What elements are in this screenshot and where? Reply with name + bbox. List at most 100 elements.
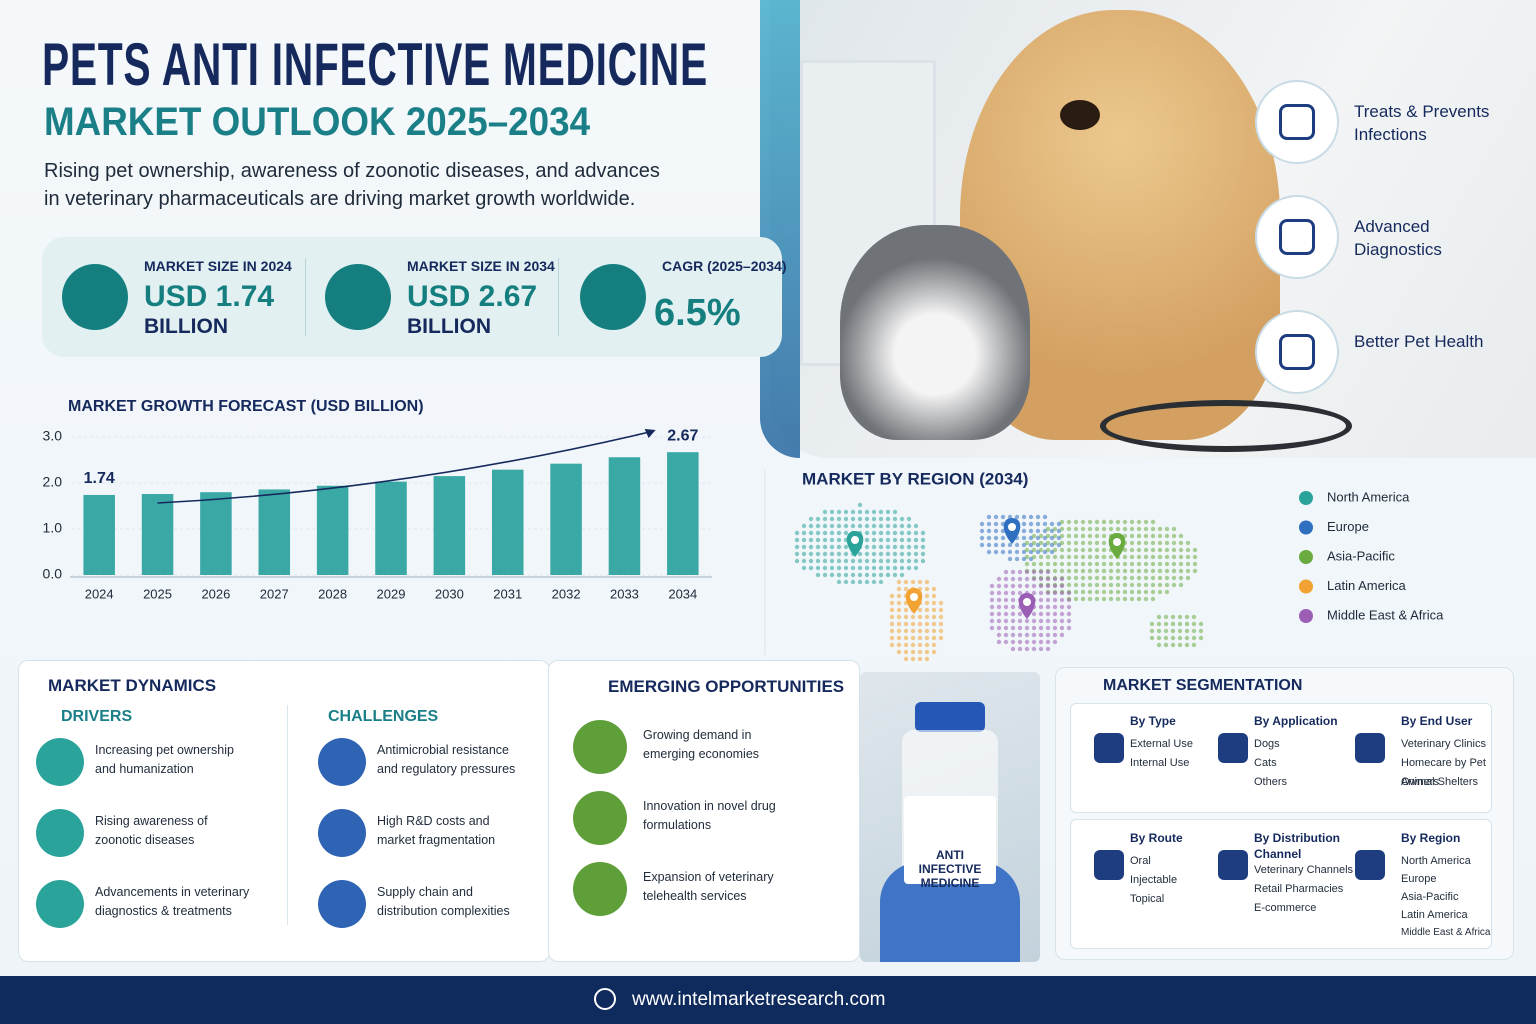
map-dot [1045, 569, 1051, 575]
item-text: Antimicrobial resistance and regulatory … [377, 743, 516, 776]
map-dot [989, 618, 995, 624]
map-dot [1042, 535, 1048, 541]
map-dot [1101, 561, 1107, 567]
stat-value: USD 2.67 [407, 280, 538, 313]
map-dot [857, 565, 863, 571]
map-dot [1164, 582, 1170, 588]
map-dot [889, 593, 895, 599]
map-dot [1087, 540, 1093, 546]
map-dot [1171, 547, 1177, 553]
map-dot [924, 579, 930, 585]
seg-item: Oral [1130, 855, 1151, 867]
map-dot [1038, 611, 1044, 617]
map-dot [986, 521, 992, 527]
map-dot [1017, 618, 1023, 624]
bar [200, 492, 232, 575]
map-dot [822, 551, 828, 557]
map-dot [1042, 542, 1048, 548]
map-dot [1157, 575, 1163, 581]
map-dot [910, 656, 916, 662]
map-dot [1094, 589, 1100, 595]
map-dot [903, 593, 909, 599]
map-dot [906, 523, 912, 529]
map-dot [1059, 618, 1065, 624]
benefit-icon-core [1279, 219, 1315, 255]
map-dot [1066, 526, 1072, 532]
benefit-icon-core [1279, 104, 1315, 140]
map-dot [1003, 590, 1009, 596]
map-dot [899, 565, 905, 571]
map-dot [1024, 625, 1030, 631]
map-dot [993, 521, 999, 527]
map-dot [794, 544, 800, 550]
map-dot [917, 621, 923, 627]
map-dot [878, 544, 884, 550]
map-dot [1017, 569, 1023, 575]
map-dot [1115, 533, 1121, 539]
map-dot [924, 600, 930, 606]
map-dot [1031, 533, 1037, 539]
map-dot [1052, 618, 1058, 624]
map-dot [829, 516, 835, 522]
map-dot [1143, 547, 1149, 553]
map-dot [913, 551, 919, 557]
map-dot [871, 565, 877, 571]
map-dot [1017, 632, 1023, 638]
map-dot [1150, 589, 1156, 595]
map-dot [1003, 583, 1009, 589]
map-dot [903, 586, 909, 592]
map-dot [1136, 547, 1142, 553]
item-icon [573, 720, 627, 774]
seg-item: Asia-Pacific [1401, 891, 1459, 903]
map-dot [1073, 596, 1079, 602]
map-dot [1192, 561, 1198, 567]
map-dot [1080, 582, 1086, 588]
map-dot [1108, 561, 1114, 567]
map-dot [1038, 597, 1044, 603]
map-dot [1049, 528, 1055, 534]
map-dot [864, 530, 870, 536]
map-dot [871, 509, 877, 515]
map-dot [1038, 561, 1044, 567]
map-dot [1045, 590, 1051, 596]
map-dot [1143, 561, 1149, 567]
bar [258, 489, 291, 575]
map-dot [896, 579, 902, 585]
stat-unit: BILLION [144, 315, 228, 338]
map-dot [913, 530, 919, 536]
map-dot [924, 607, 930, 613]
map-dot [850, 537, 856, 543]
map-dot [1038, 533, 1044, 539]
map-dot [899, 558, 905, 564]
seg-item: Latin America [1401, 909, 1468, 921]
map-dot [1045, 625, 1051, 631]
seg-item: Dogs [1254, 738, 1280, 750]
map-dot [1129, 561, 1135, 567]
map-dot [1136, 519, 1142, 525]
map-dot [1045, 547, 1051, 553]
map-dot [843, 537, 849, 543]
map-dot [815, 572, 821, 578]
map-dot [1052, 590, 1058, 596]
map-dot [808, 523, 814, 529]
map-dot [1007, 549, 1013, 555]
map-dot [1184, 621, 1190, 627]
map-dot [857, 558, 863, 564]
map-dot [829, 565, 835, 571]
map-dot [938, 621, 944, 627]
map-dot [829, 523, 835, 529]
map-dot [889, 607, 895, 613]
seg-item: Europe [1401, 873, 1437, 885]
map-dot [1017, 625, 1023, 631]
map-dot [815, 537, 821, 543]
map-dot [903, 607, 909, 613]
map-dot [899, 516, 905, 522]
map-dot [1164, 540, 1170, 546]
map-dot [1087, 596, 1093, 602]
map-dot [903, 628, 909, 634]
map-dot [1031, 568, 1037, 574]
map-dot [996, 597, 1002, 603]
map-dot [910, 621, 916, 627]
map-dot [1052, 576, 1058, 582]
bar [608, 457, 641, 575]
